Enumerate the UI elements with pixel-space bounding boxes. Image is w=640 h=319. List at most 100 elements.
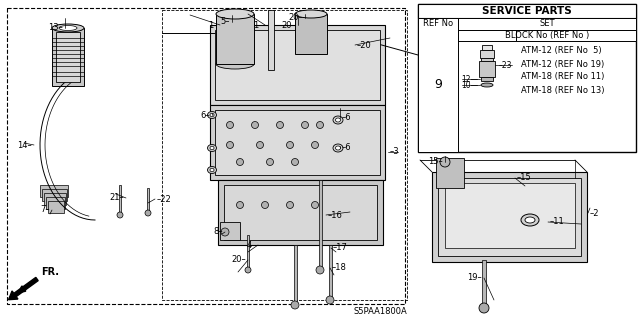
Circle shape: [276, 122, 284, 129]
Text: 7–: 7–: [40, 205, 50, 214]
Bar: [40, 185, 68, 197]
Bar: [418, 4, 636, 18]
Ellipse shape: [333, 116, 343, 124]
Circle shape: [266, 159, 273, 166]
Text: ATM-18 (REF No 13): ATM-18 (REF No 13): [521, 85, 605, 94]
Bar: [52, 62, 84, 66]
Circle shape: [257, 142, 264, 149]
Circle shape: [287, 142, 294, 149]
Bar: [247, 235, 249, 270]
Ellipse shape: [333, 144, 343, 152]
Bar: [432, 172, 587, 262]
Text: FR.: FR.: [41, 267, 59, 277]
Bar: [216, 14, 254, 64]
Ellipse shape: [210, 113, 214, 117]
Bar: [328, 245, 332, 300]
Ellipse shape: [216, 9, 254, 19]
Ellipse shape: [335, 118, 340, 122]
Circle shape: [312, 202, 319, 209]
Text: 1–: 1–: [253, 20, 263, 29]
Bar: [46, 197, 65, 209]
Bar: [52, 28, 84, 86]
Ellipse shape: [216, 59, 254, 69]
Text: SERVICE PARTS: SERVICE PARTS: [482, 6, 572, 16]
Circle shape: [221, 228, 229, 236]
Text: 1–: 1–: [209, 20, 218, 29]
Circle shape: [287, 202, 294, 209]
Bar: [458, 18, 636, 30]
Bar: [294, 245, 296, 305]
Bar: [42, 189, 67, 201]
Circle shape: [117, 212, 123, 218]
Ellipse shape: [295, 10, 327, 18]
Bar: [436, 158, 464, 188]
Text: 19–: 19–: [467, 273, 482, 283]
Text: 5–: 5–: [221, 18, 230, 26]
Circle shape: [227, 142, 234, 149]
Bar: [119, 185, 121, 215]
Ellipse shape: [210, 146, 214, 150]
Circle shape: [291, 301, 299, 309]
Circle shape: [227, 122, 234, 129]
Circle shape: [317, 122, 323, 129]
Bar: [480, 50, 494, 58]
Bar: [418, 18, 458, 152]
Text: 14–: 14–: [17, 140, 32, 150]
Bar: [319, 180, 321, 270]
Text: 20–: 20–: [288, 13, 303, 23]
Bar: [479, 61, 495, 77]
Bar: [418, 18, 458, 30]
Circle shape: [252, 122, 259, 129]
Ellipse shape: [335, 146, 340, 150]
Text: –20: –20: [357, 41, 372, 49]
Bar: [52, 46, 84, 50]
Text: 8–: 8–: [213, 227, 223, 236]
Text: 12—: 12—: [461, 75, 478, 84]
Text: ATM-12 (REF No 19): ATM-12 (REF No 19): [521, 60, 604, 69]
Text: –17: –17: [333, 243, 348, 253]
Bar: [220, 222, 240, 240]
Text: 9: 9: [434, 78, 442, 92]
Ellipse shape: [525, 217, 535, 223]
Bar: [224, 185, 377, 240]
Bar: [218, 180, 383, 245]
Bar: [481, 77, 493, 81]
Bar: [48, 201, 64, 213]
Bar: [458, 30, 516, 41]
Circle shape: [245, 267, 251, 273]
FancyArrow shape: [8, 278, 38, 300]
Text: S5PAA1800A: S5PAA1800A: [353, 308, 407, 316]
Text: 15–: 15–: [428, 158, 443, 167]
Text: –3: –3: [390, 147, 399, 157]
Text: 20–: 20–: [281, 20, 296, 29]
Bar: [418, 4, 636, 152]
Bar: [516, 30, 636, 41]
Circle shape: [326, 296, 334, 304]
Bar: [215, 30, 380, 100]
Bar: [445, 183, 575, 248]
Ellipse shape: [207, 145, 216, 152]
Bar: [482, 260, 486, 308]
Circle shape: [479, 303, 489, 313]
Ellipse shape: [210, 168, 214, 172]
Bar: [52, 54, 84, 58]
Text: –23: –23: [499, 61, 512, 70]
Text: REF No: REF No: [423, 19, 453, 28]
Bar: [438, 178, 581, 256]
Text: –2: –2: [590, 209, 600, 218]
Text: –6: –6: [342, 144, 351, 152]
Bar: [7, 8, 405, 304]
Ellipse shape: [481, 83, 493, 87]
Bar: [210, 25, 385, 105]
Text: 20–: 20–: [231, 256, 246, 264]
Ellipse shape: [52, 24, 84, 32]
Ellipse shape: [59, 26, 77, 31]
Text: 13–: 13–: [48, 24, 63, 33]
Text: 6–: 6–: [200, 110, 210, 120]
Bar: [162, 10, 407, 300]
Text: ATM-18 (REF No 11): ATM-18 (REF No 11): [521, 72, 604, 81]
Circle shape: [316, 266, 324, 274]
Bar: [481, 58, 493, 61]
Text: 21–: 21–: [109, 194, 124, 203]
Bar: [268, 10, 274, 70]
